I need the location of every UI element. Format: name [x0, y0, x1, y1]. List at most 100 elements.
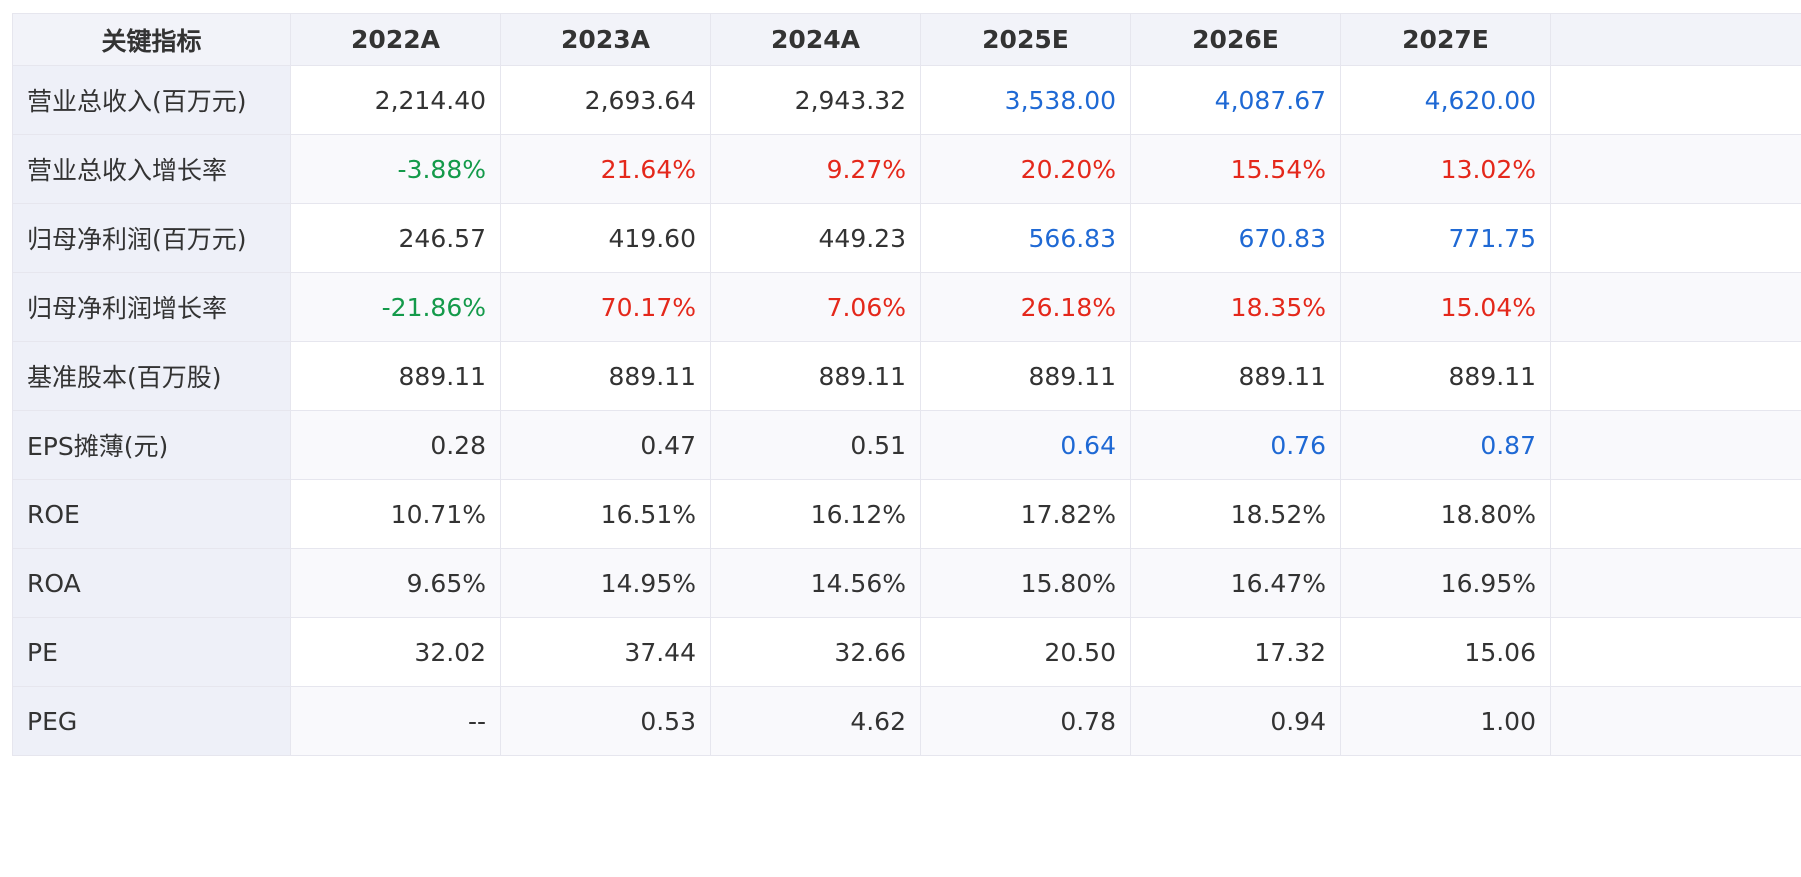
- table-cell: 21.64%: [500, 134, 711, 204]
- table-cell: 0.28: [290, 410, 501, 480]
- table-row: 营业总收入(百万元) 2,214.40 2,693.64 2,943.32 3,538.…: [12, 65, 1801, 135]
- overflow-cell: [1550, 479, 1801, 549]
- table-cell: -3.88%: [290, 134, 501, 204]
- table-cell: 18.35%: [1130, 272, 1341, 342]
- table-cell: 0.51: [710, 410, 921, 480]
- row-roa-label: ROA: [12, 548, 291, 618]
- row-pe-label: PE: [12, 617, 291, 687]
- table-cell: 2,693.64: [500, 65, 711, 135]
- table-body: 营业总收入(百万元) 2,214.40 2,693.64 2,943.32 3,538.…: [12, 65, 1801, 756]
- table-cell: 18.80%: [1340, 479, 1551, 549]
- key-metrics-table-container: 关键指标 2022A 2023A 2024A 2025E 2026E 2027E…: [12, 13, 1801, 756]
- table-cell: 9.27%: [710, 134, 921, 204]
- table-cell: 17.82%: [920, 479, 1131, 549]
- table-cell: 13.02%: [1340, 134, 1551, 204]
- overflow-cell: [1550, 548, 1801, 618]
- header-overflow-cell: [1550, 13, 1801, 66]
- header-year-2027e: 2027E: [1340, 13, 1551, 66]
- table-cell: 15.80%: [920, 548, 1131, 618]
- table-cell: 26.18%: [920, 272, 1131, 342]
- table-cell: 3,538.00: [920, 65, 1131, 135]
- table-cell: -21.86%: [290, 272, 501, 342]
- table-cell: 18.52%: [1130, 479, 1341, 549]
- table-row: PE 32.02 37.44 32.66 20.50 17.32 15.06: [12, 617, 1801, 687]
- table-row: PEG -- 0.53 4.62 0.78 0.94 1.00: [12, 686, 1801, 756]
- table-cell: 0.47: [500, 410, 711, 480]
- table-row: ROA 9.65% 14.95% 14.56% 15.80% 16.47% 16.95%: [12, 548, 1801, 618]
- table-cell: 70.17%: [500, 272, 711, 342]
- table-cell: 16.51%: [500, 479, 711, 549]
- header-year-2022a: 2022A: [290, 13, 501, 66]
- row-net-profit-label: 归母净利润(百万元): [12, 203, 291, 273]
- table-cell: --: [290, 686, 501, 756]
- table-cell: 14.56%: [710, 548, 921, 618]
- header-year-2024a: 2024A: [710, 13, 921, 66]
- header-year-2025e: 2025E: [920, 13, 1131, 66]
- table-row: 营业总收入增长率 -3.88% 21.64% 9.27% 20.20% 15.54% 13.…: [12, 134, 1801, 204]
- table-cell: 4.62: [710, 686, 921, 756]
- table-cell: 889.11: [1340, 341, 1551, 411]
- table-cell: 889.11: [920, 341, 1131, 411]
- table-cell: 0.64: [920, 410, 1131, 480]
- table-cell: 20.50: [920, 617, 1131, 687]
- table-cell: 32.66: [710, 617, 921, 687]
- row-eps-diluted-label: EPS摊薄(元): [12, 410, 291, 480]
- table-cell: 16.95%: [1340, 548, 1551, 618]
- table-cell: 4,087.67: [1130, 65, 1341, 135]
- table-cell: 0.76: [1130, 410, 1341, 480]
- overflow-cell: [1550, 686, 1801, 756]
- table-cell: 15.54%: [1130, 134, 1341, 204]
- table-cell: 889.11: [710, 341, 921, 411]
- table-cell: 14.95%: [500, 548, 711, 618]
- overflow-cell: [1550, 617, 1801, 687]
- table-cell: 37.44: [500, 617, 711, 687]
- table-cell: 2,214.40: [290, 65, 501, 135]
- table-cell: 2,943.32: [710, 65, 921, 135]
- table-cell: 1.00: [1340, 686, 1551, 756]
- row-revenue-growth-label: 营业总收入增长率: [12, 134, 291, 204]
- row-total-revenue-label: 营业总收入(百万元): [12, 65, 291, 135]
- table-cell: 9.65%: [290, 548, 501, 618]
- table-cell: 4,620.00: [1340, 65, 1551, 135]
- table-cell: 566.83: [920, 203, 1131, 273]
- table-row: ROE 10.71% 16.51% 16.12% 17.82% 18.52% 18.80%: [12, 479, 1801, 549]
- table-cell: 0.78: [920, 686, 1131, 756]
- table-cell: 771.75: [1340, 203, 1551, 273]
- row-roe-label: ROE: [12, 479, 291, 549]
- table-cell: 7.06%: [710, 272, 921, 342]
- table-cell: 32.02: [290, 617, 501, 687]
- key-metrics-table: 关键指标 2022A 2023A 2024A 2025E 2026E 2027E…: [12, 13, 1801, 756]
- row-net-profit-growth-label: 归母净利润增长率: [12, 272, 291, 342]
- table-cell: 889.11: [1130, 341, 1341, 411]
- table-cell: 17.32: [1130, 617, 1341, 687]
- table-cell: 16.47%: [1130, 548, 1341, 618]
- row-peg-label: PEG: [12, 686, 291, 756]
- table-row: 基准股本(百万股) 889.11 889.11 889.11 889.11 889.11 8…: [12, 341, 1801, 411]
- overflow-cell: [1550, 410, 1801, 480]
- overflow-cell: [1550, 203, 1801, 273]
- table-cell: 20.20%: [920, 134, 1131, 204]
- overflow-cell: [1550, 65, 1801, 135]
- table-cell: 246.57: [290, 203, 501, 273]
- table-header-row: 关键指标 2022A 2023A 2024A 2025E 2026E 2027E: [12, 13, 1801, 66]
- table-row: 归母净利润增长率 -21.86% 70.17% 7.06% 26.18% 18.35% 15…: [12, 272, 1801, 342]
- table-cell: 670.83: [1130, 203, 1341, 273]
- header-key-metrics: 关键指标: [12, 13, 291, 66]
- table-cell: 419.60: [500, 203, 711, 273]
- table-cell: 10.71%: [290, 479, 501, 549]
- header-year-2026e: 2026E: [1130, 13, 1341, 66]
- header-year-2023a: 2023A: [500, 13, 711, 66]
- table-cell: 15.06: [1340, 617, 1551, 687]
- row-share-capital-label: 基准股本(百万股): [12, 341, 291, 411]
- table-cell: 449.23: [710, 203, 921, 273]
- table-cell: 0.94: [1130, 686, 1341, 756]
- table-cell: 0.53: [500, 686, 711, 756]
- overflow-cell: [1550, 341, 1801, 411]
- overflow-cell: [1550, 272, 1801, 342]
- table-cell: 16.12%: [710, 479, 921, 549]
- table-row: EPS摊薄(元) 0.28 0.47 0.51 0.64 0.76 0.87: [12, 410, 1801, 480]
- table-cell: 15.04%: [1340, 272, 1551, 342]
- table-cell: 889.11: [500, 341, 711, 411]
- table-row: 归母净利润(百万元) 246.57 419.60 449.23 566.83 670.83…: [12, 203, 1801, 273]
- overflow-cell: [1550, 134, 1801, 204]
